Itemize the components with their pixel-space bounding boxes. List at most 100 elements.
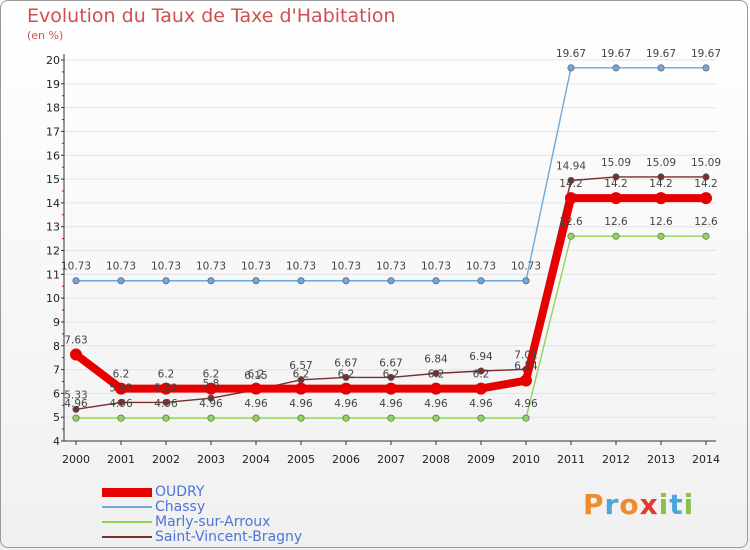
data-point bbox=[522, 277, 530, 285]
data-label: 10.73 bbox=[151, 261, 181, 273]
data-point bbox=[432, 277, 440, 285]
data-label: 10.73 bbox=[421, 261, 451, 273]
data-point bbox=[567, 232, 575, 240]
data-point bbox=[207, 277, 215, 285]
data-point bbox=[252, 414, 260, 422]
data-label: 10.73 bbox=[331, 261, 361, 273]
legend-label-oudry: OUDRY bbox=[155, 484, 205, 500]
data-label: 6.2 bbox=[293, 369, 310, 381]
data-label: 15.09 bbox=[691, 157, 721, 169]
data-label: 14.2 bbox=[559, 178, 582, 190]
data-point bbox=[477, 277, 485, 285]
y-tick-label: 15 bbox=[46, 173, 60, 186]
data-point bbox=[657, 173, 665, 181]
data-point bbox=[72, 277, 80, 285]
legend-swatch-chassy bbox=[102, 506, 152, 508]
chart-axes: 4 5 6 7 8 9 10 11 12 13 14 15 16 17 18 19 20 2000 2001 2002… bbox=[46, 54, 720, 466]
y-tick-label: 7 bbox=[53, 364, 60, 377]
data-point bbox=[297, 277, 305, 285]
data-point bbox=[565, 192, 577, 205]
series-layer bbox=[70, 64, 712, 422]
data-labels-layer: 7.63 6.2 6.2 6.2 6.2 6.2 6.2 6.2 6.2 6.2 6.54 14.2 1… bbox=[61, 48, 721, 410]
x-tick-label: 2000 bbox=[62, 453, 90, 466]
data-point bbox=[432, 414, 440, 422]
data-label: 12.6 bbox=[559, 216, 583, 228]
legend-swatch-saint-vincent bbox=[102, 536, 152, 538]
data-point bbox=[475, 382, 487, 395]
y-tick-label: 20 bbox=[46, 54, 60, 67]
x-tick-label: 2013 bbox=[647, 453, 675, 466]
data-point bbox=[207, 394, 215, 402]
data-point bbox=[72, 405, 80, 413]
data-label: 6.15 bbox=[244, 370, 267, 382]
data-label: 5.62 bbox=[109, 382, 132, 394]
x-tick-label: 2014 bbox=[692, 453, 720, 466]
data-label: 5.62 bbox=[154, 382, 177, 394]
data-label: 4.96 bbox=[199, 398, 223, 410]
data-label: 19.67 bbox=[601, 48, 631, 60]
y-tick-label: 19 bbox=[46, 78, 60, 91]
data-point bbox=[612, 232, 620, 240]
data-label: 6.2 bbox=[248, 369, 265, 381]
data-label: 15.09 bbox=[601, 157, 631, 169]
data-label: 6.67 bbox=[379, 357, 402, 369]
data-label: 14.2 bbox=[649, 178, 672, 190]
data-label: 6.2 bbox=[158, 369, 175, 381]
data-point bbox=[522, 414, 530, 422]
data-label: 15.09 bbox=[646, 157, 676, 169]
logo-letter: x bbox=[639, 488, 659, 521]
data-point bbox=[702, 232, 710, 240]
data-point bbox=[295, 382, 307, 395]
data-label: 10.73 bbox=[106, 261, 136, 273]
data-label: 14.2 bbox=[694, 178, 717, 190]
data-label: 4.96 bbox=[379, 398, 403, 410]
data-point bbox=[162, 414, 170, 422]
data-point bbox=[432, 369, 440, 377]
x-tick-label: 2011 bbox=[557, 453, 585, 466]
data-point bbox=[162, 398, 170, 406]
data-point bbox=[430, 382, 442, 395]
data-label: 10.73 bbox=[286, 261, 316, 273]
data-label: 4.96 bbox=[424, 398, 448, 410]
data-label: 12.6 bbox=[649, 216, 673, 228]
data-point bbox=[612, 64, 620, 72]
data-point bbox=[702, 64, 710, 72]
data-point bbox=[70, 348, 82, 361]
data-point bbox=[387, 373, 395, 381]
x-tick-label: 2012 bbox=[602, 453, 630, 466]
logo-letter: i bbox=[658, 488, 670, 521]
legend-item-chassy: Chassy bbox=[102, 500, 205, 515]
data-label: 6.2 bbox=[428, 369, 445, 381]
logo-letter: P bbox=[583, 488, 605, 521]
data-point bbox=[567, 176, 575, 184]
x-tick-label: 2006 bbox=[332, 453, 360, 466]
y-tick-label: 17 bbox=[46, 125, 60, 138]
data-label: 6.2 bbox=[473, 369, 490, 381]
legend-item-marly: Marly-sur-Arroux bbox=[102, 515, 270, 530]
data-point bbox=[520, 374, 532, 387]
logo-letter: i bbox=[683, 488, 695, 521]
data-label: 5.33 bbox=[64, 389, 87, 401]
data-label: 6.67 bbox=[334, 357, 357, 369]
data-label: 10.73 bbox=[511, 261, 541, 273]
data-point bbox=[700, 192, 712, 205]
data-point bbox=[387, 277, 395, 285]
data-point bbox=[612, 173, 620, 181]
data-label: 10.73 bbox=[61, 261, 91, 273]
data-label: 10.73 bbox=[376, 261, 406, 273]
y-tick-label: 13 bbox=[46, 221, 60, 234]
data-point bbox=[477, 367, 485, 375]
y-axis-unit-label: (en %) bbox=[27, 29, 64, 42]
data-label: 19.67 bbox=[691, 48, 721, 60]
data-label: 6.2 bbox=[383, 369, 400, 381]
data-label: 6.84 bbox=[424, 353, 448, 365]
data-label: 4.96 bbox=[469, 398, 493, 410]
data-point bbox=[657, 64, 665, 72]
logo-letter: o bbox=[619, 488, 640, 521]
data-label: 14.94 bbox=[556, 160, 586, 172]
data-label: 6.2 bbox=[203, 369, 220, 381]
y-tick-label: 14 bbox=[46, 197, 60, 210]
data-label: 14.2 bbox=[604, 178, 627, 190]
